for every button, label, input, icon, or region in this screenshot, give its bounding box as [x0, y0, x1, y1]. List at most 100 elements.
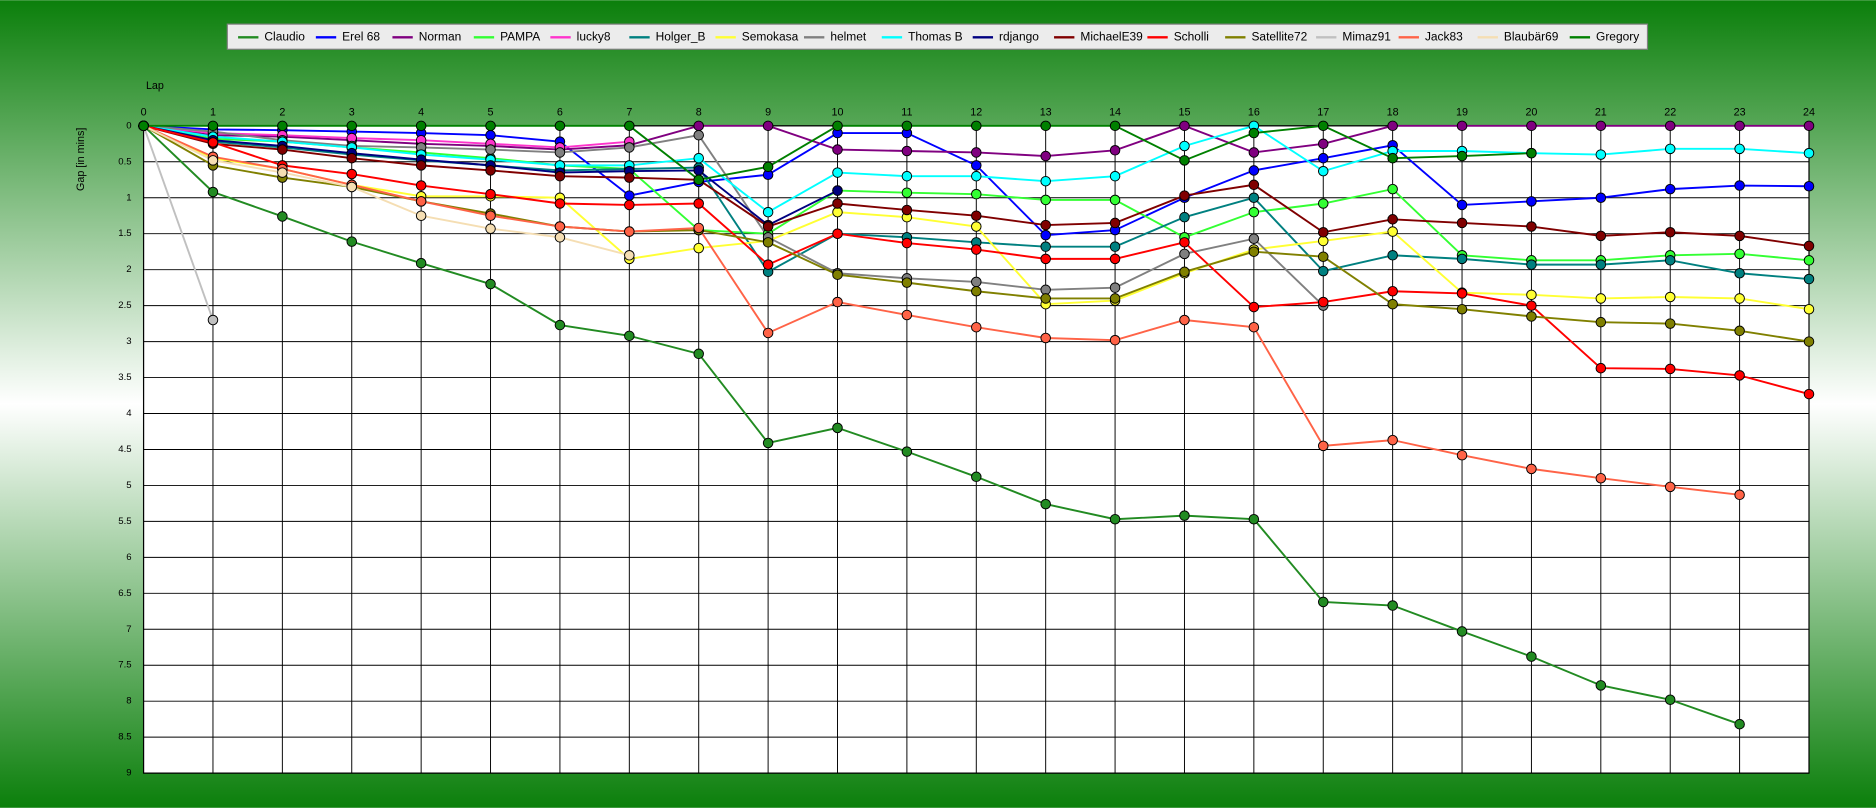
legend-label: Jack83	[1425, 29, 1463, 43]
data-point	[415, 120, 427, 132]
data-point	[693, 242, 704, 254]
data-point	[1526, 147, 1537, 159]
data-point	[554, 319, 566, 331]
data-point	[762, 120, 774, 132]
data-point	[1109, 170, 1121, 182]
data-point	[1248, 233, 1260, 245]
x-tick-label: 17	[1317, 107, 1329, 119]
data-point	[693, 152, 704, 164]
data-point	[1526, 651, 1537, 662]
data-point	[485, 210, 496, 221]
data-point	[971, 160, 982, 171]
data-point	[346, 236, 358, 247]
y-tick-label: 8.5	[118, 732, 131, 743]
data-point	[277, 211, 288, 222]
data-point	[971, 285, 982, 297]
data-point	[1734, 248, 1745, 260]
data-point	[1317, 152, 1329, 164]
data-point	[1387, 214, 1398, 225]
data-point	[1317, 120, 1329, 132]
data-point	[1387, 600, 1398, 611]
data-point	[1040, 332, 1051, 344]
data-point	[1040, 241, 1051, 252]
y-tick-label: 0.5	[118, 156, 131, 167]
data-point	[1248, 246, 1260, 257]
data-point	[1734, 718, 1745, 730]
data-point	[971, 221, 982, 232]
data-point	[1734, 325, 1745, 337]
data-point	[554, 170, 566, 182]
data-point	[971, 170, 982, 182]
x-tick-label: 19	[1456, 107, 1468, 119]
data-point	[1387, 120, 1398, 132]
data-point	[1387, 298, 1398, 310]
data-point	[1456, 253, 1468, 265]
data-point	[1317, 198, 1329, 209]
data-point	[1456, 449, 1468, 461]
y-tick-label: 2.5	[118, 300, 131, 311]
x-tick-label: 16	[1248, 107, 1260, 119]
data-point	[832, 144, 843, 155]
legend-label: Blaubär69	[1504, 29, 1559, 43]
data-point	[971, 147, 982, 158]
data-point	[1387, 250, 1398, 261]
data-point	[1456, 303, 1468, 315]
data-point	[693, 120, 704, 132]
data-point	[1109, 120, 1121, 132]
data-point	[832, 206, 843, 218]
x-tick-label: 9	[765, 107, 771, 119]
x-axis-title: Lap	[146, 80, 164, 92]
legend-label: rdjango	[999, 29, 1039, 43]
data-point	[1456, 120, 1468, 132]
data-point	[832, 228, 843, 239]
data-point	[1526, 259, 1537, 270]
x-tick-label: 12	[970, 107, 982, 119]
data-point	[1803, 180, 1815, 192]
data-point	[346, 181, 358, 193]
legend-label: lucky8	[577, 29, 611, 43]
x-tick-label: 23	[1734, 107, 1746, 119]
data-point	[1040, 498, 1051, 510]
data-point	[1248, 179, 1260, 191]
legend-label: PAMPA	[500, 29, 540, 43]
legend-label: Norman	[419, 29, 462, 43]
x-tick-label: 13	[1040, 107, 1052, 119]
data-point	[1248, 192, 1260, 204]
data-point	[1664, 481, 1676, 493]
data-point	[971, 210, 982, 221]
data-point	[485, 223, 496, 234]
x-tick-label: 24	[1803, 107, 1815, 119]
y-tick-label: 3.5	[118, 372, 131, 383]
data-point	[693, 222, 704, 234]
data-point	[1040, 150, 1051, 162]
data-point	[415, 210, 427, 221]
data-point	[1595, 120, 1607, 132]
y-tick-label: 6.5	[118, 588, 131, 599]
data-point	[624, 250, 635, 261]
data-point	[554, 147, 566, 158]
data-point	[901, 120, 913, 132]
data-point	[1456, 217, 1468, 229]
data-point	[1526, 463, 1537, 475]
x-tick-label: 20	[1525, 107, 1537, 119]
data-point	[1387, 183, 1398, 195]
data-point	[1595, 149, 1607, 160]
data-point	[1664, 318, 1676, 329]
data-point	[1317, 296, 1329, 308]
data-point	[624, 120, 635, 132]
y-tick-label: 9	[126, 768, 131, 779]
data-point	[1317, 235, 1329, 247]
data-point	[832, 422, 843, 434]
data-point	[901, 170, 913, 182]
y-tick-label: 6	[126, 552, 131, 563]
data-point	[832, 120, 843, 132]
x-tick-label: 3	[349, 107, 355, 119]
data-point	[1734, 370, 1745, 381]
x-tick-label: 2	[279, 107, 285, 119]
data-point	[1248, 165, 1260, 176]
data-point	[901, 204, 913, 216]
y-tick-label: 3	[126, 336, 131, 347]
legend-label: Claudio	[264, 29, 305, 43]
data-point	[1595, 680, 1607, 691]
